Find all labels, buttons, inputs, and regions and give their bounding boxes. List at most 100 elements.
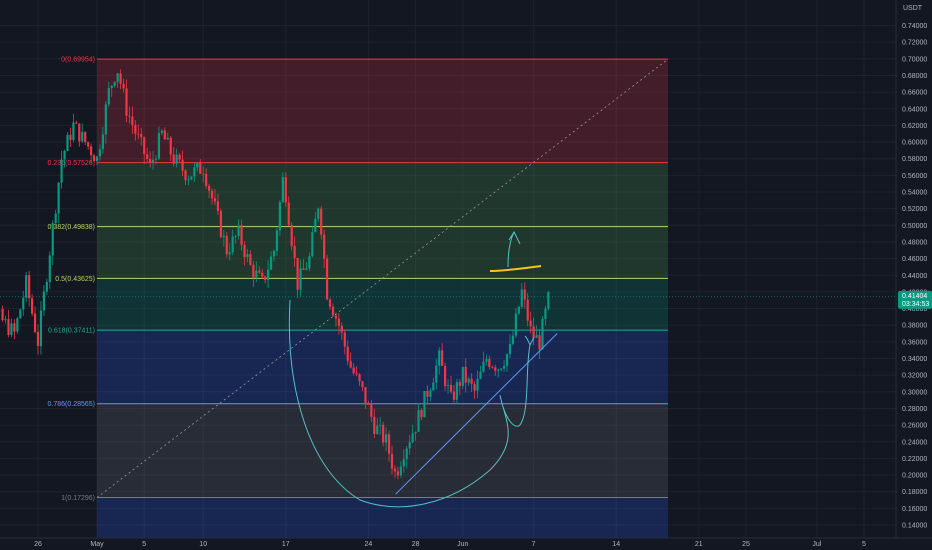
fib-zone-0 xyxy=(97,59,668,163)
fib-label-6: 1(0.17296) xyxy=(61,495,95,502)
candle-body xyxy=(308,256,311,269)
candle-body xyxy=(390,453,394,469)
cup-handle-sketch[interactable] xyxy=(288,299,535,508)
candle-body xyxy=(470,378,473,384)
candle-body xyxy=(455,382,458,400)
candle-body xyxy=(166,137,169,140)
candle-body xyxy=(367,404,370,405)
candle-body xyxy=(42,291,45,311)
candle-body xyxy=(444,365,447,387)
candle-body xyxy=(48,255,51,282)
time-tick-label: Jul xyxy=(812,541,821,548)
candle-body xyxy=(205,173,208,187)
candle-body xyxy=(125,88,128,116)
candle-body xyxy=(272,250,276,257)
candle-body xyxy=(370,404,373,417)
candle-body xyxy=(497,369,500,371)
candle-countdown: 03:34:53 xyxy=(902,301,929,308)
candle-body xyxy=(160,130,163,134)
candle-body xyxy=(503,365,506,369)
price-tick-label: 0.64000 xyxy=(902,106,927,113)
price-tick-label: 0.36000 xyxy=(902,339,927,346)
candle-body xyxy=(511,335,515,344)
candle-body xyxy=(479,371,482,379)
candle-body xyxy=(293,246,296,258)
candle-body xyxy=(326,258,329,300)
time-tick-label: 7 xyxy=(532,541,536,548)
candle-body xyxy=(399,466,402,476)
candle-body xyxy=(187,179,190,181)
candle-body xyxy=(284,177,287,203)
price-tick-label: 0.40000 xyxy=(902,306,927,313)
price-tick-label: 0.34000 xyxy=(902,356,927,363)
target-arrow-up[interactable] xyxy=(507,230,521,268)
candle-body xyxy=(72,122,75,141)
candle-body xyxy=(149,159,152,163)
candle-body xyxy=(234,236,237,238)
price-tick-label: 0.18000 xyxy=(902,489,927,496)
candle-body xyxy=(95,156,99,162)
candle-body xyxy=(261,272,264,277)
candle-body xyxy=(54,213,57,224)
price-tick-label: 0.50000 xyxy=(902,223,927,230)
candle-body xyxy=(90,146,93,156)
candle-body xyxy=(346,346,349,361)
candle-body xyxy=(216,201,220,211)
candle-body xyxy=(181,159,184,171)
fib-label-0: 0(0.69954) xyxy=(61,57,95,64)
candle-body xyxy=(532,326,535,338)
trendline[interactable] xyxy=(395,333,558,495)
candle-body xyxy=(432,382,435,391)
price-tick-label: 0.60000 xyxy=(902,140,927,147)
time-tick-label: 25 xyxy=(742,541,750,548)
candle-body xyxy=(382,424,385,443)
candle-body xyxy=(461,366,464,386)
candle-body xyxy=(523,289,526,300)
candle-body xyxy=(163,130,166,140)
candle-body xyxy=(213,198,217,202)
fib-zone-1 xyxy=(97,162,668,227)
candle-body xyxy=(22,297,25,310)
price-tick-label: 0.38000 xyxy=(902,323,927,330)
candle-body xyxy=(104,104,107,135)
breakout-mark[interactable] xyxy=(489,265,542,272)
candle-body xyxy=(243,244,246,258)
candle-body xyxy=(110,85,113,89)
drawings[interactable] xyxy=(0,58,896,508)
fib-zone-4 xyxy=(97,330,668,404)
price-axis[interactable]: USDT 0.74000 0.72000 0.70000 0.68000 0.66000… xyxy=(895,0,927,538)
candle-body xyxy=(1,309,4,321)
candle-body xyxy=(143,137,146,155)
candle-body xyxy=(408,442,411,449)
candle-body xyxy=(267,269,270,280)
candle-body xyxy=(405,448,408,460)
price-tick-label: 0.22000 xyxy=(902,456,927,463)
candle-body xyxy=(452,391,456,400)
candle-body xyxy=(278,202,281,231)
fib-label-1: 0.236(0.57526) xyxy=(48,160,95,167)
candle-body xyxy=(387,434,391,454)
time-tick-label: 28 xyxy=(412,541,420,548)
candle-body xyxy=(92,155,96,162)
candle-body xyxy=(258,270,261,273)
price-tick-label: 0.70000 xyxy=(902,56,927,63)
candle-body xyxy=(505,354,509,366)
candle-body xyxy=(225,235,228,255)
candle-body xyxy=(193,167,196,177)
candle-body xyxy=(396,471,399,476)
candle-body xyxy=(184,170,187,181)
candle-body xyxy=(51,223,54,256)
candle-body xyxy=(98,149,102,157)
candle-body xyxy=(66,134,69,151)
candle-body xyxy=(157,133,161,159)
candle-body xyxy=(343,332,346,347)
candle-body xyxy=(287,202,290,226)
candle-body xyxy=(231,236,234,253)
candle-body xyxy=(63,150,66,160)
fib-label-5: 0.786(0.28565) xyxy=(48,401,95,408)
candle-body xyxy=(87,142,90,147)
candle-body xyxy=(175,154,178,164)
price-tick-label: 0.48000 xyxy=(902,239,927,246)
time-axis[interactable]: 26 May 5 10 17 24 28 Jun 7 14 21 25 Jul 5 xyxy=(0,537,932,548)
